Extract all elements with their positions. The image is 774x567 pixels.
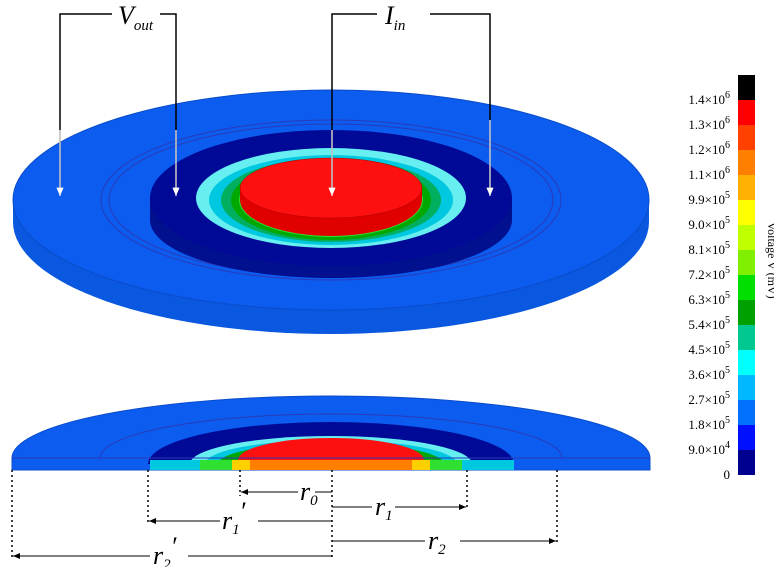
colorbar-segment [738,375,755,400]
tick-exponent: 6 [725,115,730,126]
callout-label: Vout [118,1,154,34]
top-view [13,90,649,334]
tick-base: 1.1×10 [688,167,725,182]
colorbar-segment [738,225,755,250]
colorbar-tick-label: 8.1×105 [688,240,730,257]
colorbar-segment [738,200,755,225]
colorbar-segment [738,350,755,375]
tick-base: 9.0×10 [688,217,725,232]
tick-exponent: 6 [725,90,730,101]
tick-base: 5.4×10 [688,317,725,332]
tick-exponent: 4 [725,440,730,451]
tick-base: 0 [724,467,731,482]
callout-label: Iin [384,1,405,34]
colorbar-tick-label: 0 [724,467,731,482]
colorbar: 1.4×1061.3×1061.2×1061.1×1069.9×1059.0×1… [688,75,755,482]
colorbar-segment [738,175,755,200]
colorbar-tick-label: 9.0×105 [688,215,730,232]
tick-base: 1.8×10 [688,417,725,432]
tick-base: 9.9×10 [688,192,725,207]
colorbar-segment [738,425,755,450]
colorbar-tick-label: 1.2×106 [688,140,730,157]
figure: Vout Iin r0 r1 r1′ r2 r2′ 1.4×1061.3×106… [0,0,774,567]
colorbar-tick-label: 1.1×106 [688,165,730,182]
colorbar-tick-label: 7.2×105 [688,265,730,282]
tick-exponent: 5 [725,240,730,251]
dimension-label: r1 [375,492,393,524]
tick-exponent: 5 [725,340,730,351]
colorbar-tick-label: 9.9×105 [688,190,730,207]
colorbar-segment [738,250,755,275]
colorbar-tick-label: 1.8×105 [688,415,730,432]
colorbar-segment [738,325,755,350]
colorbar-tick-label: 2.7×105 [688,390,730,407]
colorbar-segment [738,125,755,150]
colorbar-segment [738,300,755,325]
dimension-label: r1′ [222,497,246,538]
dimension-label: r0 [300,477,318,509]
colorbar-segment [738,400,755,425]
colorbar-segment [738,75,755,100]
tick-exponent: 6 [725,140,730,151]
tick-base: 7.2×10 [688,267,725,282]
dimension-label: r2 [428,526,446,558]
colorbar-tick-label: 4.5×105 [688,340,730,357]
tick-base: 1.3×10 [688,117,725,132]
colorbar-segment [738,450,755,475]
tick-exponent: 5 [725,390,730,401]
colorbar-tick-label: 1.4×106 [688,90,730,107]
colorbar-segment [738,275,755,300]
tick-exponent: 5 [725,215,730,226]
colorbar-tick-label: 5.4×105 [688,315,730,332]
colorbar-segment [738,100,755,125]
tick-exponent: 5 [725,190,730,201]
section-view [12,396,650,470]
tick-exponent: 5 [725,265,730,276]
tick-base: 6.3×10 [688,292,725,307]
tick-exponent: 5 [725,415,730,426]
colorbar-tick-label: 9.0×104 [688,440,730,457]
tick-exponent: 6 [725,165,730,176]
tick-base: 9.0×10 [688,442,725,457]
tick-base: 1.4×10 [688,92,725,107]
tick-exponent: 5 [725,315,730,326]
colorbar-segment [738,150,755,175]
colorbar-tick-label: 1.3×106 [688,115,730,132]
colorbar-title: Voltage V (mV) [765,222,774,299]
dimension-label: r2′ [153,532,177,567]
colorbar-tick-label: 6.3×105 [688,290,730,307]
tick-exponent: 5 [725,290,730,301]
tick-base: 2.7×10 [688,392,725,407]
dimensions: r0 r1 r1′ r2 r2′ [12,470,557,567]
tick-base: 4.5×10 [688,342,725,357]
colorbar-tick-label: 3.6×105 [688,365,730,382]
tick-base: 8.1×10 [688,242,725,257]
tick-base: 3.6×10 [688,367,725,382]
tick-exponent: 5 [725,365,730,376]
tick-base: 1.2×10 [688,142,725,157]
